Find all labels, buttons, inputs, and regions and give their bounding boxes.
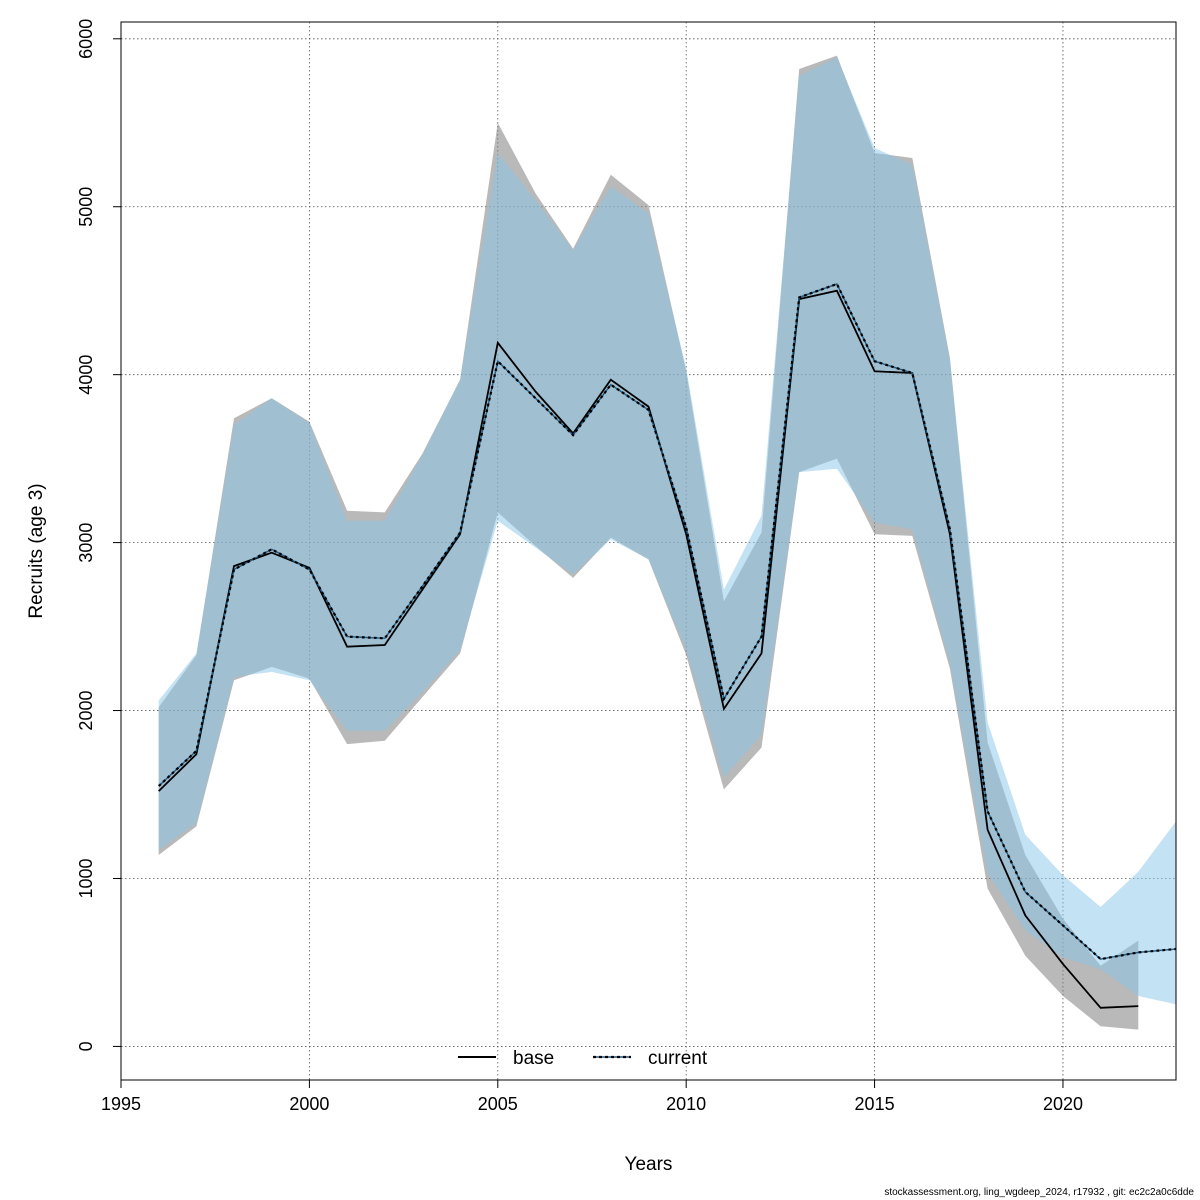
series-lines — [157, 282, 1177, 1009]
y-tick-label-6000: 6000 — [76, 19, 96, 59]
confidence-bands — [158, 55, 1176, 1030]
y-tick-label-2000: 2000 — [76, 691, 96, 731]
x-tick-label-2005: 2005 — [478, 1094, 518, 1114]
x-tick-label-2015: 2015 — [855, 1094, 895, 1114]
legend-label-base: base — [513, 1048, 554, 1069]
x-tick-label-2020: 2020 — [1043, 1094, 1083, 1114]
footer-note: stockassessment.org, ling_wgdeep_2024, r… — [884, 1187, 1194, 1198]
line-current-shadow — [157, 282, 1177, 961]
legend-label-current: current — [648, 1048, 708, 1069]
band-current — [158, 57, 1176, 1005]
legend: base current — [458, 1048, 708, 1069]
y-tick-label-3000: 3000 — [76, 523, 96, 563]
y-tick-label-1000: 1000 — [76, 858, 96, 898]
x-tick-label-2010: 2010 — [666, 1094, 706, 1114]
y-tick-label-0: 0 — [76, 1041, 96, 1051]
x-tick-label-2000: 2000 — [289, 1094, 329, 1114]
y-tick-label-4000: 4000 — [76, 355, 96, 395]
x-tick-label-1995: 1995 — [101, 1094, 141, 1114]
legend-item-base: base — [458, 1048, 554, 1069]
legend-item-current: current — [593, 1048, 708, 1069]
axes: 1995 2000 2005 2010 2015 2020 0 1000 2000 3000 400… — [76, 19, 1083, 1114]
y-tick-label-5000: 5000 — [76, 187, 96, 227]
x-axis-title: Years — [625, 1154, 673, 1175]
y-axis-title: Recruits (age 3) — [26, 483, 47, 618]
line-current — [158, 283, 1177, 960]
